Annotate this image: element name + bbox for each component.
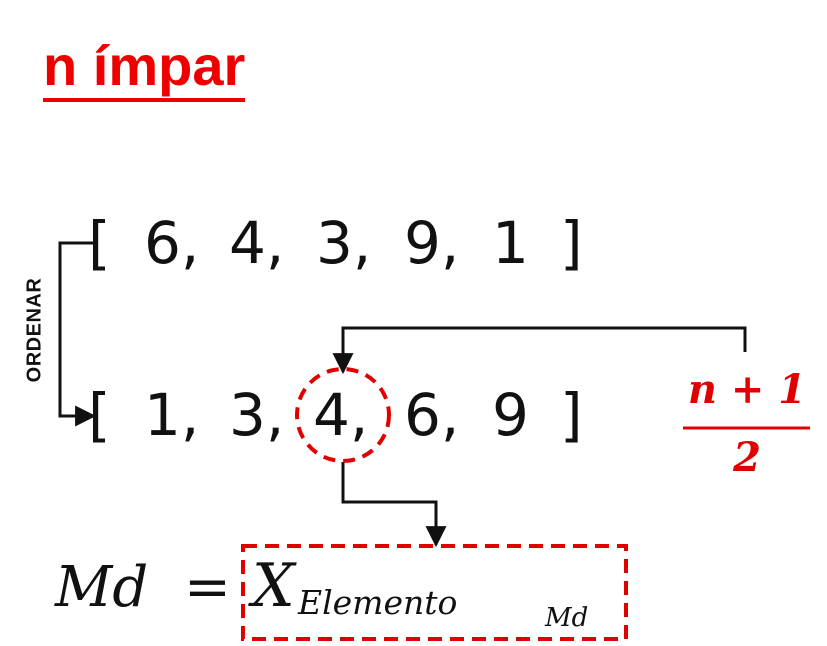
- median-element-box: [241, 544, 628, 641]
- page-title: n ímpar: [43, 34, 246, 102]
- sorted-item: 6,: [404, 381, 460, 449]
- sorted-item: 3,: [229, 381, 285, 449]
- sorted-list: [ 1, 3, 4, 6, 9 ]: [0, 380, 827, 450]
- formula-subsubscript: Md: [545, 603, 589, 633]
- unsorted-item: 9,: [404, 209, 460, 277]
- unsorted-close-bracket: ]: [560, 209, 583, 277]
- sorted-item-median: 4,: [313, 381, 369, 449]
- fraction-numerator: n + 1: [687, 366, 807, 413]
- sorted-close-bracket: ]: [560, 381, 583, 449]
- sorted-open-bracket: [: [88, 381, 111, 449]
- unsorted-item: 3,: [316, 209, 372, 277]
- formula-equals: =: [184, 555, 231, 620]
- sorted-item: 9: [492, 381, 529, 449]
- ordenar-arrow: [58, 241, 97, 427]
- median-position-arrow: [332, 326, 747, 375]
- unsorted-item: 1: [492, 209, 529, 277]
- formula-subscript: Elemento: [298, 583, 458, 622]
- median-to-formula-arrow: [341, 462, 447, 548]
- median-highlight-circle: [295, 367, 391, 463]
- unsorted-item: 6,: [144, 209, 200, 277]
- formula-symbol: X: [252, 551, 295, 621]
- unsorted-list: [ 6, 4, 3, 9, 1 ]: [0, 208, 827, 278]
- unsorted-open-bracket: [: [88, 209, 111, 277]
- formula-lhs: Md: [55, 555, 149, 620]
- sorted-item: 1,: [144, 381, 200, 449]
- unsorted-item: 4,: [229, 209, 285, 277]
- fraction-denominator: 2: [733, 434, 761, 481]
